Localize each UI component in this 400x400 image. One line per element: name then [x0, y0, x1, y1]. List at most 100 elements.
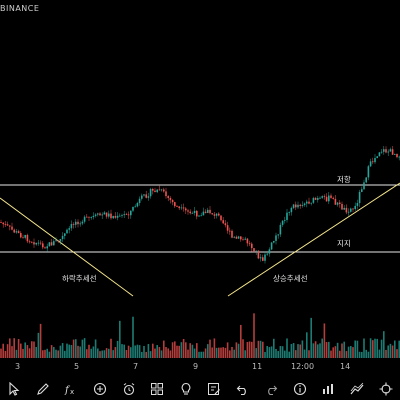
- candle-body: [389, 149, 392, 152]
- chart-type-icon[interactable]: [319, 380, 337, 398]
- volume-bar: [244, 350, 246, 358]
- volume-bar: [303, 349, 306, 358]
- candle-body: [231, 230, 233, 238]
- volume-bar: [64, 350, 66, 358]
- candle-body: [222, 220, 224, 224]
- volume-bar: [310, 317, 312, 358]
- volume-bar: [301, 340, 304, 358]
- candle-body: [189, 211, 191, 214]
- candle-body: [185, 208, 187, 211]
- candle-body: [202, 211, 205, 216]
- candle-body: [255, 250, 257, 252]
- volume-bar: [125, 350, 128, 358]
- volume-bar: [286, 338, 288, 358]
- candle-body: [235, 236, 238, 239]
- candle-body: [396, 153, 398, 158]
- volume-bar: [398, 340, 400, 358]
- candle-body: [275, 235, 277, 241]
- candle-body: [319, 197, 321, 199]
- volume-bar: [123, 344, 125, 358]
- volume-bar: [11, 346, 13, 358]
- info-icon[interactable]: [291, 380, 309, 398]
- volume-bar: [347, 346, 350, 358]
- x-tick: 9: [193, 362, 199, 371]
- candle-body: [198, 215, 200, 217]
- volume-bar: [330, 350, 332, 358]
- volume-bar: [99, 351, 101, 358]
- volume-bar: [325, 342, 328, 358]
- volume-bar: [264, 351, 266, 358]
- candle-body: [0, 222, 2, 223]
- candle-body: [20, 233, 22, 238]
- candle-body: [180, 207, 183, 209]
- candle-body: [42, 243, 44, 248]
- candle-body: [286, 212, 288, 220]
- support-label: 지지: [337, 239, 351, 248]
- candle-body: [31, 241, 33, 243]
- draw-tool-icon[interactable]: [348, 380, 366, 398]
- candle-body: [92, 215, 95, 218]
- volume-bar: [171, 342, 174, 358]
- cursor-icon[interactable]: [5, 380, 23, 398]
- candle-body: [114, 215, 117, 218]
- candle-body: [290, 207, 293, 213]
- volume-bar: [387, 345, 389, 358]
- redo-icon[interactable]: [262, 380, 280, 398]
- volume-bar: [202, 351, 205, 358]
- candle-body: [11, 226, 13, 230]
- price-chart[interactable]: [0, 0, 400, 376]
- volume-bar: [31, 341, 33, 358]
- volume-bar: [292, 343, 295, 358]
- volume-bar: [17, 339, 20, 358]
- volume-bar: [356, 340, 359, 358]
- volume-bar: [116, 340, 119, 358]
- candle-body: [125, 214, 128, 216]
- up-trendline[interactable]: [227, 182, 400, 297]
- volume-bar: [185, 342, 187, 358]
- edit-note-icon[interactable]: [205, 380, 223, 398]
- alarm-icon[interactable]: [120, 380, 138, 398]
- candle-body: [330, 195, 332, 198]
- volume-bar: [372, 340, 374, 358]
- volume-bar: [312, 343, 315, 358]
- volume-bar: [253, 313, 255, 358]
- volume-bar: [174, 341, 176, 358]
- candle-body: [39, 242, 42, 244]
- candle-body: [160, 189, 163, 191]
- volume-bar: [394, 340, 396, 358]
- volume-bar: [259, 340, 262, 358]
- undo-icon[interactable]: [234, 380, 252, 398]
- crosshair-icon[interactable]: [377, 380, 395, 398]
- volume-bar: [376, 338, 378, 358]
- volume-bar: [149, 351, 152, 358]
- candle-body: [273, 240, 275, 243]
- candle-body: [35, 242, 37, 245]
- volume-bar: [61, 343, 64, 358]
- volume-bar: [156, 345, 158, 358]
- candle-body: [270, 242, 273, 250]
- add-icon[interactable]: [91, 380, 109, 398]
- candle-body: [361, 189, 363, 192]
- candle-body: [24, 234, 26, 238]
- volume-bar: [235, 342, 238, 358]
- pencil-icon[interactable]: [34, 380, 52, 398]
- volume-bar: [389, 343, 392, 358]
- grid-icon[interactable]: [148, 380, 166, 398]
- volume-bar: [79, 346, 81, 358]
- volume-bar: [158, 347, 161, 358]
- volume-bar: [196, 343, 198, 358]
- volume-bar: [317, 344, 319, 358]
- candle-body: [127, 214, 130, 216]
- lightbulb-icon[interactable]: [177, 380, 195, 398]
- volume-bar: [374, 338, 376, 358]
- volume-bar: [231, 346, 233, 358]
- volume-bar: [343, 341, 345, 358]
- down-trendline[interactable]: [0, 197, 134, 297]
- candle-body: [187, 210, 189, 212]
- candle-body: [154, 190, 156, 193]
- candle-body: [391, 149, 394, 155]
- candle-body: [64, 233, 66, 236]
- volume-bar: [182, 338, 185, 358]
- candle-body: [86, 216, 88, 218]
